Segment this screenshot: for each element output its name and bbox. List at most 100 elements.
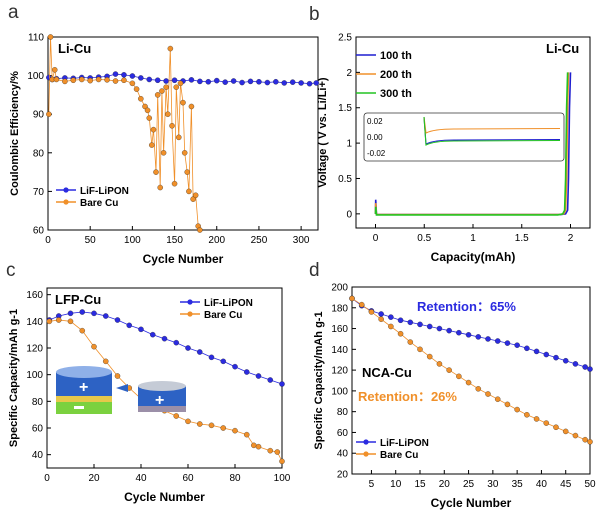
data-point-0-12 — [185, 345, 191, 351]
y-tick-label: 1 — [346, 139, 352, 150]
data-point-0-12 — [465, 332, 472, 338]
x-tick-label: 200 — [208, 235, 225, 246]
panel-letter-a: a — [8, 2, 19, 23]
x-tick-label: 50 — [85, 235, 97, 246]
series-line-0 — [48, 73, 317, 85]
data-point-1-20 — [543, 420, 550, 426]
data-point-1-1 — [56, 317, 62, 323]
data-point-1-6 — [114, 373, 121, 379]
battery-2-top — [138, 381, 186, 391]
data-point-1-7 — [417, 346, 423, 353]
legend-marker-0 — [63, 187, 69, 193]
data-point-1-1 — [47, 34, 54, 40]
data-point-0-18 — [188, 77, 195, 83]
data-point-1-16 — [232, 427, 238, 434]
data-point-1-3 — [79, 327, 86, 334]
panel-letter-d: d — [309, 260, 320, 281]
data-point-0-3 — [378, 311, 384, 317]
y-axis-label: Specific Capacity/mAh g-1 — [8, 309, 20, 447]
y-tick-label: 70 — [33, 187, 45, 198]
data-point-0-5 — [397, 317, 404, 323]
data-point-1-19 — [149, 142, 155, 148]
data-point-0-14 — [485, 336, 491, 342]
y-tick-label: 160 — [331, 324, 348, 335]
data-point-1-34 — [180, 99, 186, 106]
legend-marker-1 — [63, 199, 69, 205]
x-axis-label: Capacity(mAh) — [431, 250, 516, 264]
data-point-0-20 — [279, 381, 285, 387]
x-tick-label: 15 — [414, 479, 426, 490]
data-point-1-5 — [62, 78, 68, 85]
legend-label-0: LiF-LiPON — [380, 438, 429, 449]
data-point-1-23 — [157, 184, 163, 191]
panel-b: 0 0.5 1 1.5 2 0 0.5 1 1.5 2 2.5 Capacity(mAh) Voltag… — [317, 33, 591, 265]
data-point-0-19 — [197, 78, 203, 85]
data-point-1-5 — [397, 330, 404, 337]
data-point-1-25 — [160, 150, 167, 156]
data-point-0-16 — [504, 340, 511, 346]
data-point-1-33 — [177, 80, 184, 87]
plot-layer-d: 5 10 15 20 25 30 35 40 45 50 20 40 60 80 100 120 140 160 1… — [313, 283, 596, 511]
battery-illustration: + + — [56, 366, 186, 414]
data-point-1-21 — [274, 449, 281, 455]
data-point-1-30 — [171, 180, 178, 187]
data-point-0-10 — [446, 327, 452, 334]
data-point-0-25 — [587, 366, 593, 372]
x-axis-label: Cycle Number — [124, 490, 205, 504]
x-tick-label: 45 — [560, 479, 572, 490]
data-point-0-16 — [232, 363, 238, 370]
data-point-0-22 — [222, 79, 228, 85]
data-point-1-10 — [104, 77, 110, 83]
panel-d: 5 10 15 20 25 30 35 40 45 50 20 40 60 80 100 120 140 160 1… — [313, 283, 596, 511]
data-point-1-24 — [159, 88, 165, 94]
arrow-icon — [116, 384, 128, 392]
data-point-0-5 — [103, 313, 109, 319]
data-point-1-10 — [446, 367, 452, 373]
data-point-1-9 — [95, 76, 102, 83]
data-point-1-17 — [144, 107, 151, 114]
data-point-0-7 — [126, 322, 133, 329]
x-tick-label: 250 — [251, 235, 268, 246]
y-tick-label: 80 — [337, 407, 349, 418]
battery-top — [56, 366, 112, 378]
y-tick-label: 120 — [331, 366, 348, 377]
data-point-1-0 — [46, 318, 53, 325]
x-tick-label: 1 — [470, 233, 476, 244]
x-tick-label: 5 — [369, 479, 375, 490]
data-point-1-26 — [163, 84, 169, 90]
series-line-1 — [48, 36, 201, 231]
legend-marker-1 — [363, 451, 369, 457]
data-point-1-16 — [504, 401, 511, 408]
data-point-0-12 — [138, 75, 144, 81]
data-point-1-15 — [138, 96, 144, 102]
x-tick-label: 100 — [124, 235, 141, 246]
data-point-1-6 — [407, 339, 414, 345]
legend-label-0: 100 th — [380, 50, 412, 62]
data-point-1-22 — [279, 458, 285, 465]
data-point-0-31 — [298, 80, 304, 86]
x-tick-label: 10 — [390, 479, 402, 490]
data-point-0-6 — [114, 317, 121, 323]
data-point-1-13 — [475, 386, 482, 392]
data-point-1-11 — [112, 78, 119, 84]
y-tick-label: 100 — [27, 71, 44, 82]
data-point-1-8 — [87, 77, 93, 84]
data-point-1-19 — [533, 416, 540, 422]
data-point-0-22 — [562, 358, 569, 364]
x-tick-label: 0.5 — [417, 233, 431, 244]
data-point-1-40 — [192, 192, 199, 199]
plot-layer-b: 0 0.5 1 1.5 2 0 0.5 1 1.5 2 2.5 Capacity(mAh) Voltag… — [317, 33, 579, 265]
data-point-1-18 — [524, 412, 530, 418]
y-tick-label: 0.5 — [338, 174, 352, 185]
data-point-0-29 — [281, 80, 287, 86]
data-point-0-11 — [456, 329, 462, 336]
data-point-1-3 — [52, 67, 58, 73]
data-point-1-12 — [185, 418, 191, 425]
x-axis-label: Cycle Number — [143, 252, 224, 266]
data-point-0-32 — [306, 80, 313, 87]
y-axis-label: Voltage ( V vs. Li/Li+) — [317, 77, 329, 187]
data-point-0-7 — [417, 321, 423, 328]
plus-icon-2: + — [155, 392, 164, 409]
data-point-0-24 — [582, 364, 588, 370]
data-point-1-25 — [587, 439, 593, 445]
